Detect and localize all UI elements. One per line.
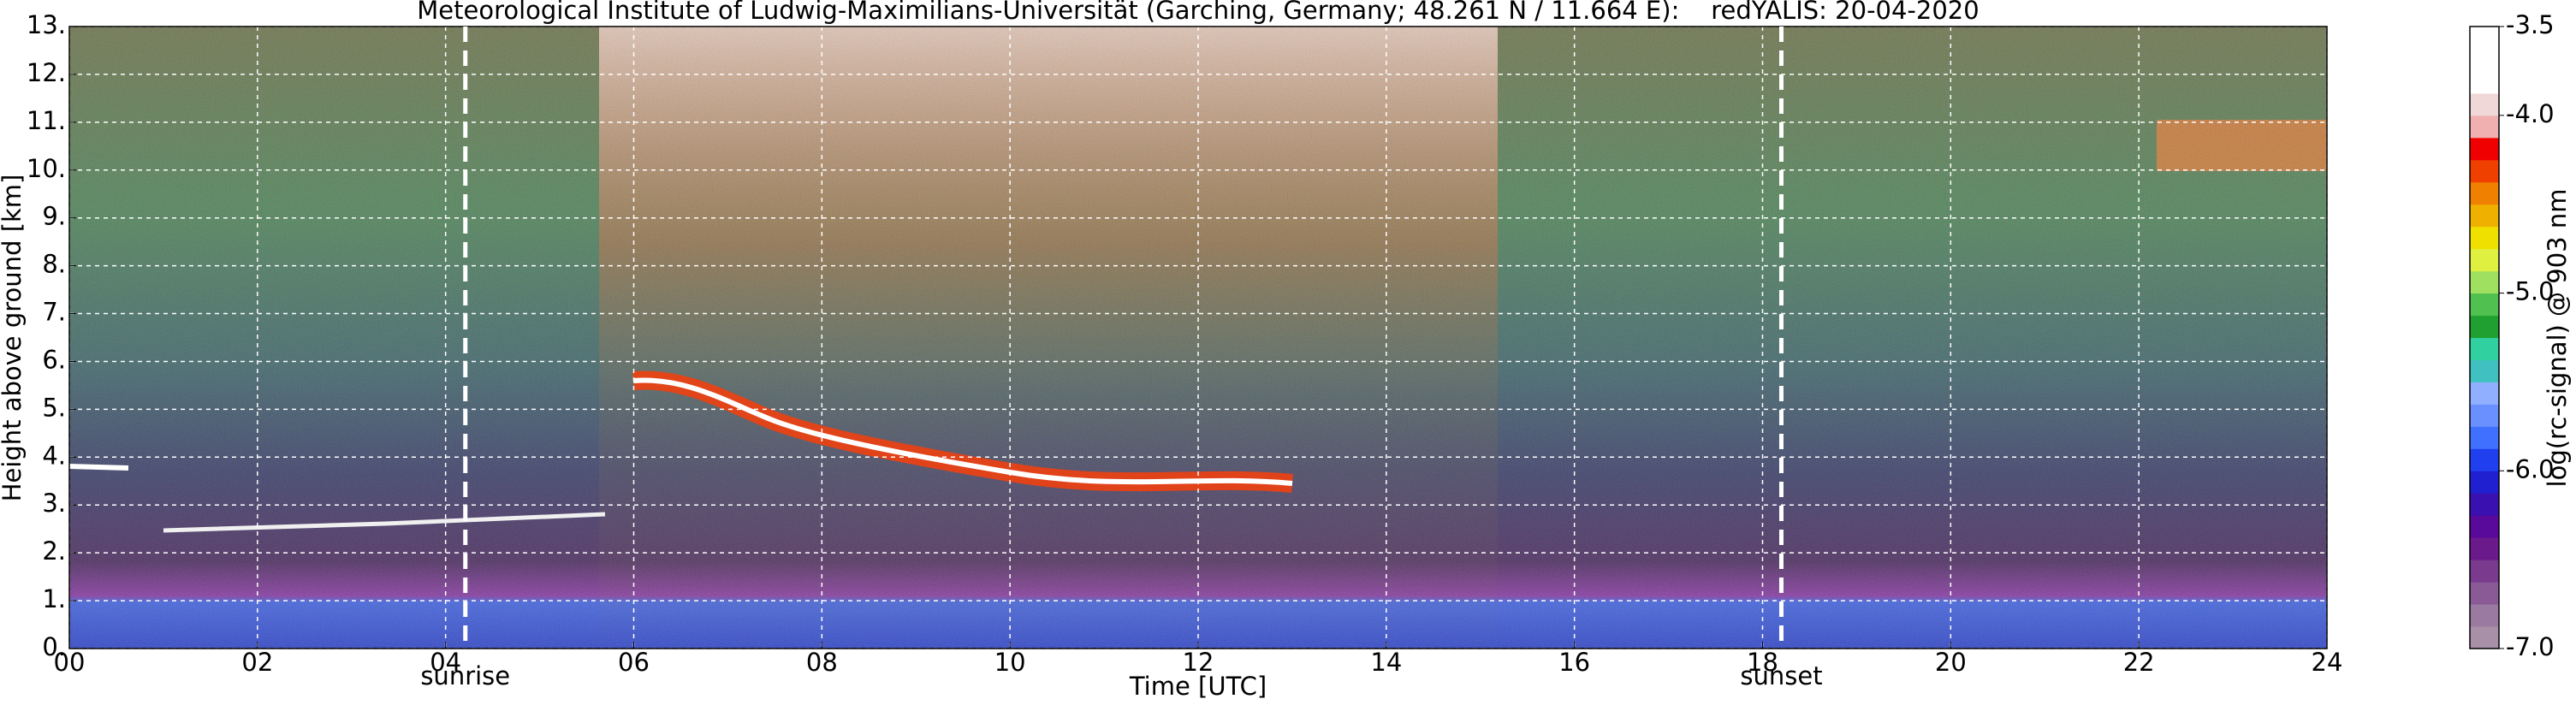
colorbar-swatch (2470, 604, 2499, 627)
colorbar-swatch (2470, 293, 2499, 317)
colorbar-swatch (2470, 315, 2499, 338)
x-tick-label: 06 (618, 648, 650, 677)
y-tick-label: 2. (42, 536, 66, 566)
plot-frame (68, 26, 2328, 649)
colorbar-frame (2469, 26, 2500, 649)
colorbar-swatch (2470, 48, 2499, 72)
y-tick-label: 7. (42, 298, 66, 327)
colorbar-tick-label: -5.0 (2506, 277, 2555, 306)
colorbar-swatch (2470, 204, 2499, 228)
colorbar-swatch (2470, 582, 2499, 605)
x-tick-label: 18 (1747, 648, 1778, 677)
y-tick-label: 10. (27, 154, 66, 183)
x-tick-label: 08 (806, 648, 838, 677)
colorbar-tick-label: -3.5 (2506, 10, 2555, 39)
colorbar-swatch (2470, 248, 2499, 272)
x-tick-label: 00 (54, 648, 86, 677)
marker-label: sunrise (420, 661, 510, 690)
colorbar-tick-label: -4.0 (2506, 99, 2555, 128)
colorbar-swatch (2470, 159, 2499, 183)
y-tick-label: 0. (42, 632, 66, 661)
x-axis-label: Time [UTC] (1129, 672, 1267, 701)
colorbar-swatch (2470, 337, 2499, 360)
y-tick-label: 9. (42, 202, 66, 231)
y-tick-label: 1. (42, 584, 66, 613)
colorbar-swatch (2470, 27, 2499, 50)
y-tick-label: 11. (27, 106, 66, 135)
y-tick-label: 13. (27, 10, 66, 39)
x-tick-label: 16 (1558, 648, 1590, 677)
y-tick-label: 3. (42, 489, 66, 518)
y-tick-label: 12. (27, 58, 66, 87)
chart-title: Meteorological Institute of Ludwig-Maxim… (417, 0, 1979, 25)
y-axis-label: Height above ground [km] (0, 175, 27, 502)
colorbar-swatch (2470, 137, 2499, 161)
y-tick-label: 8. (42, 250, 66, 279)
colorbar-tick-label: -6.0 (2506, 454, 2555, 483)
colorbar-tick-label: -7.0 (2506, 632, 2555, 661)
colorbar-swatch (2470, 270, 2499, 294)
x-tick-label: 04 (430, 648, 461, 677)
colorbar-swatch (2470, 92, 2499, 116)
y-tick-label: 6. (42, 345, 66, 374)
colorbar-swatch (2470, 70, 2499, 94)
x-tick-label: 20 (1935, 648, 1967, 677)
colorbar-swatch (2470, 515, 2499, 538)
x-tick-label: 14 (1370, 648, 1402, 677)
colorbar-swatch (2470, 382, 2499, 405)
colorbar-swatch (2470, 359, 2499, 382)
colorbar-swatch (2470, 426, 2499, 449)
marker-label: sunset (1740, 661, 1822, 690)
x-tick-label: 02 (241, 648, 273, 677)
x-tick-label: 10 (994, 648, 1026, 677)
colorbar-swatch (2470, 404, 2499, 427)
colorbar-label: log(rc-signal) @ 903 nm (2543, 189, 2572, 488)
y-tick-label: 4. (42, 441, 66, 470)
colorbar-swatch (2470, 560, 2499, 583)
y-tick-label: 5. (42, 393, 66, 422)
x-tick-label: 22 (2123, 648, 2155, 677)
colorbar-swatch (2470, 226, 2499, 250)
colorbar-swatch (2470, 115, 2499, 139)
x-tick-label: 24 (2312, 648, 2343, 677)
x-tick-label: 12 (1183, 648, 1214, 677)
colorbar-swatch (2470, 181, 2499, 205)
colorbar-swatch (2470, 448, 2499, 471)
colorbar-swatch (2470, 626, 2499, 649)
colorbar-swatch (2470, 537, 2499, 560)
colorbar-swatch (2470, 471, 2499, 494)
colorbar-swatch (2470, 493, 2499, 516)
